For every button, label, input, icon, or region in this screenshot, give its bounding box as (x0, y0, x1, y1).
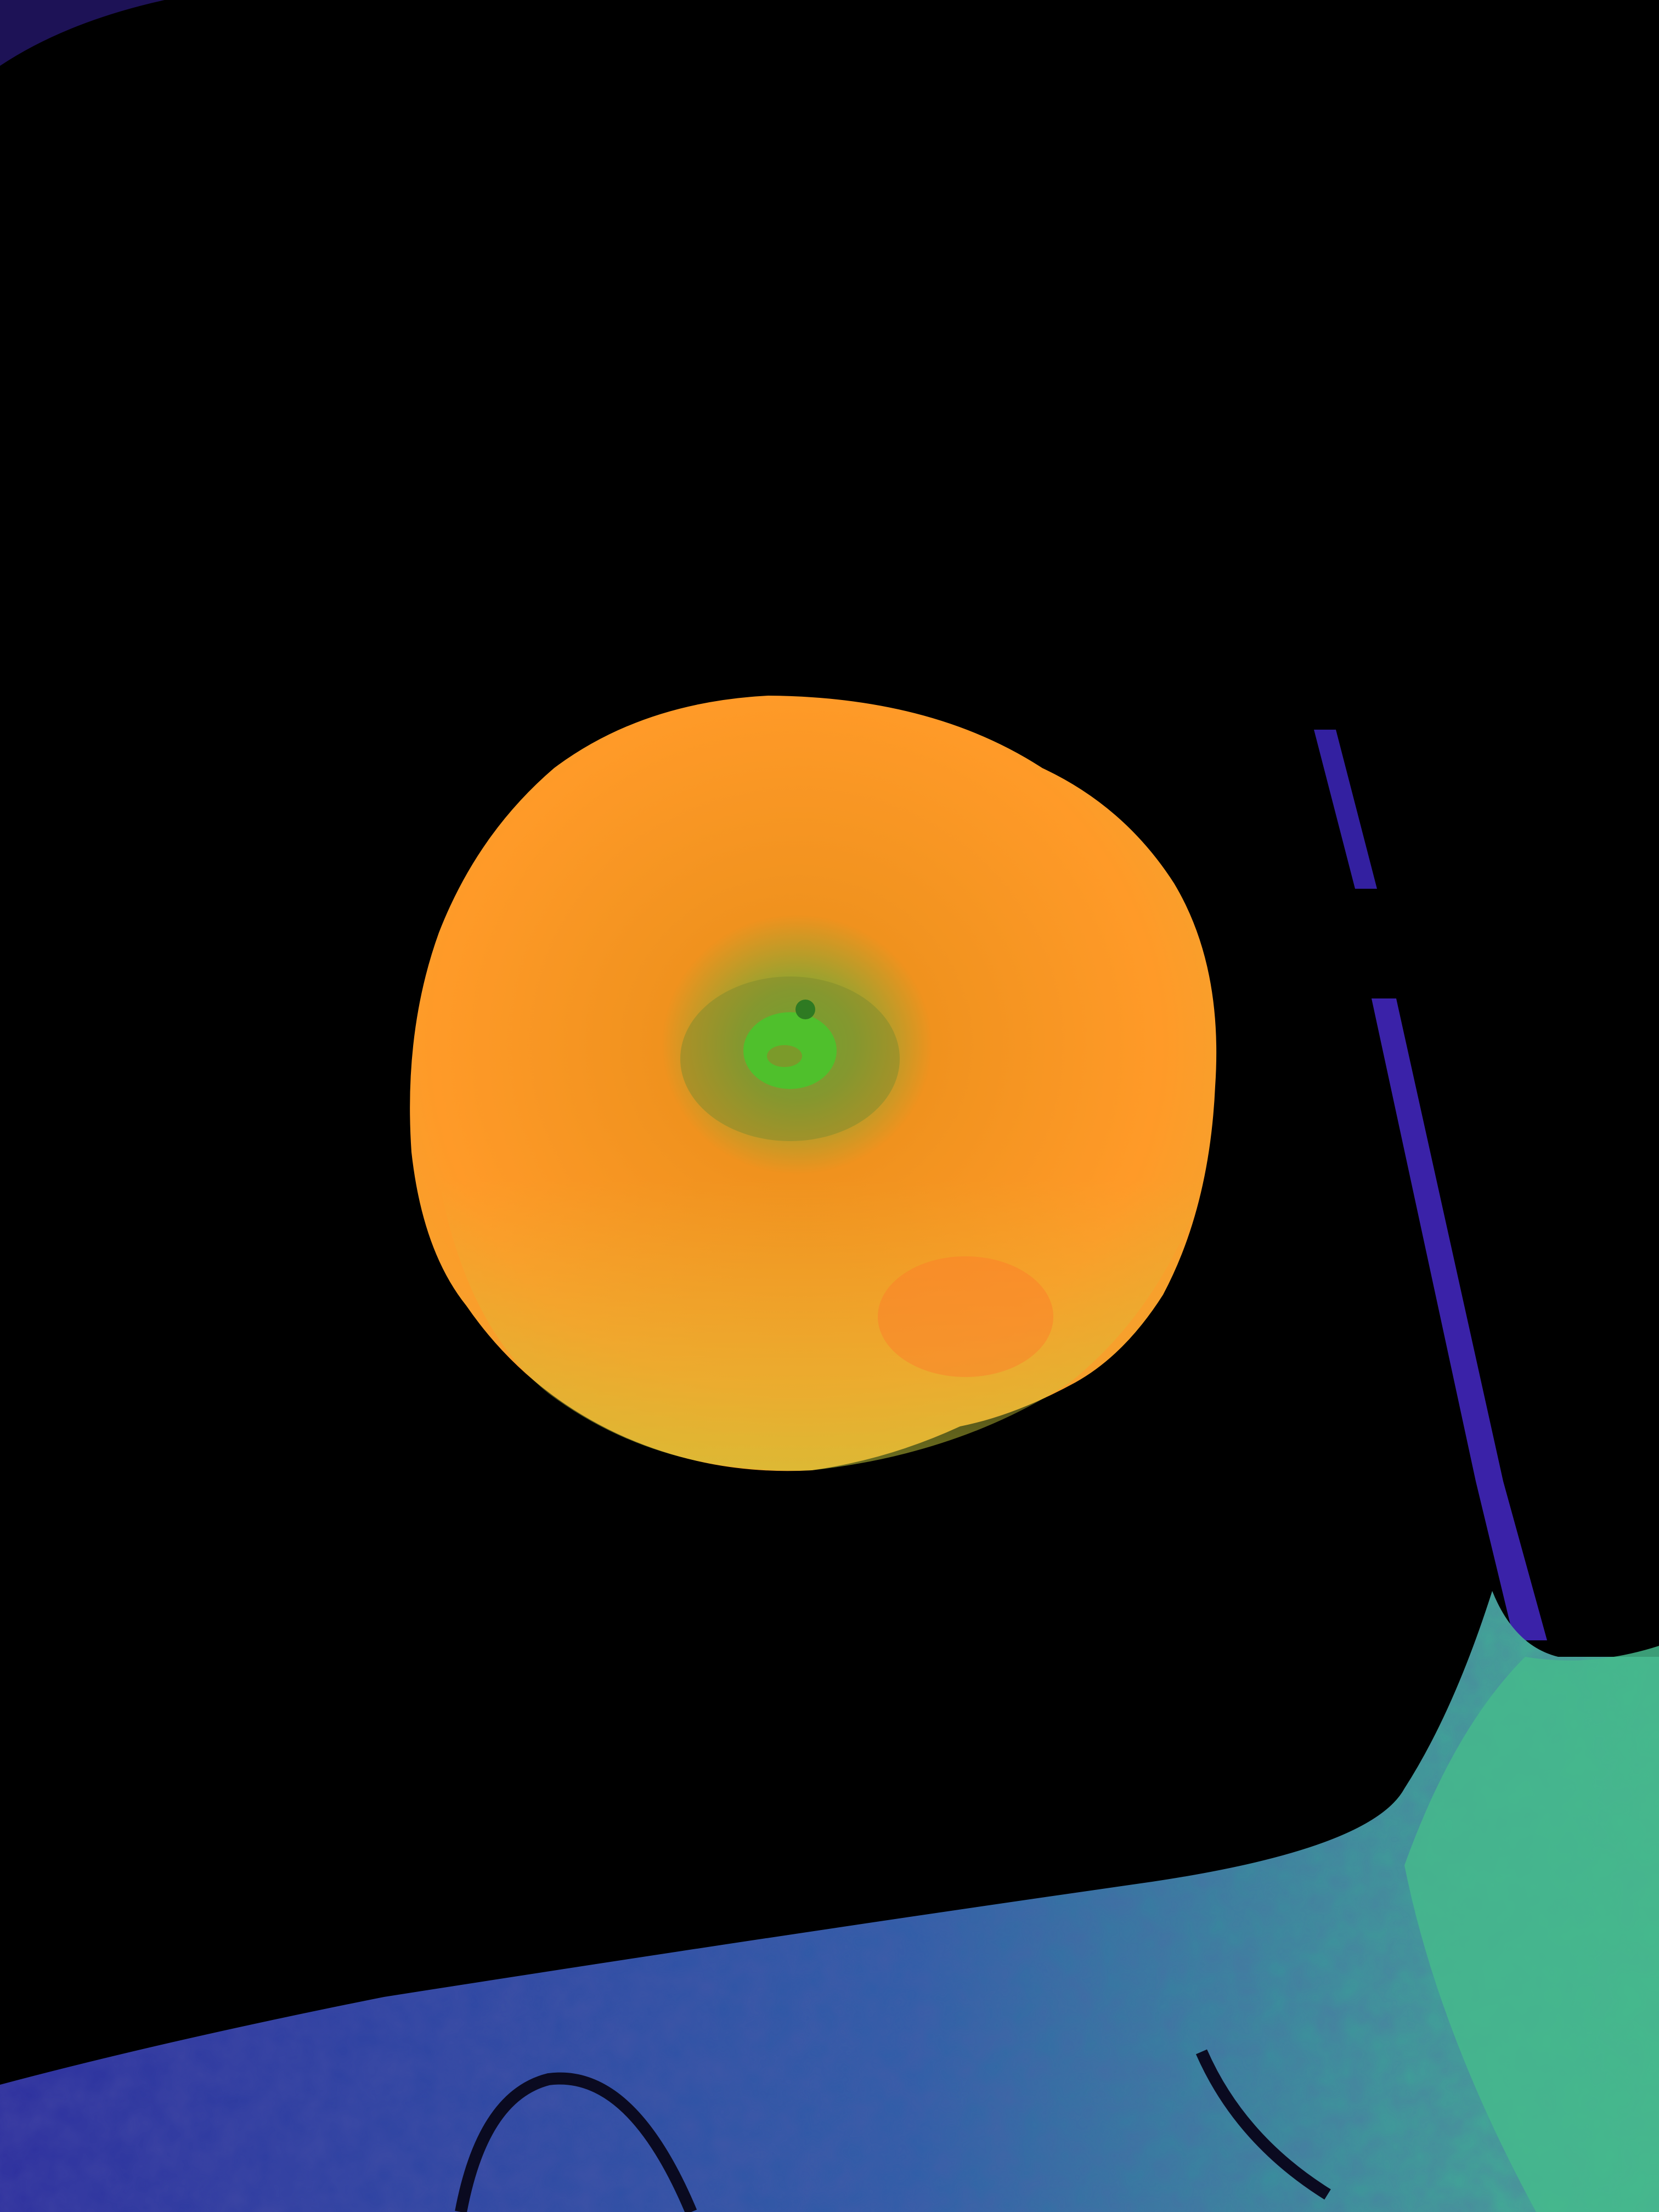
surface-highlight (1404, 1646, 1659, 2212)
surface-edge (1314, 730, 1377, 889)
handle-curve-right (1195, 2049, 1331, 2200)
apple (410, 696, 1217, 1471)
apple-calyx-dot (795, 1000, 815, 1019)
handle-curve-left (455, 2072, 697, 2212)
apple-blush (878, 1256, 1053, 1377)
table-surface-texture (0, 1591, 1659, 2212)
corner-wisp (0, 0, 165, 66)
surface-edge-lower (1372, 998, 1547, 1640)
apple-calyx-center (767, 1045, 802, 1067)
apple-lower-tint (439, 1180, 1196, 1471)
